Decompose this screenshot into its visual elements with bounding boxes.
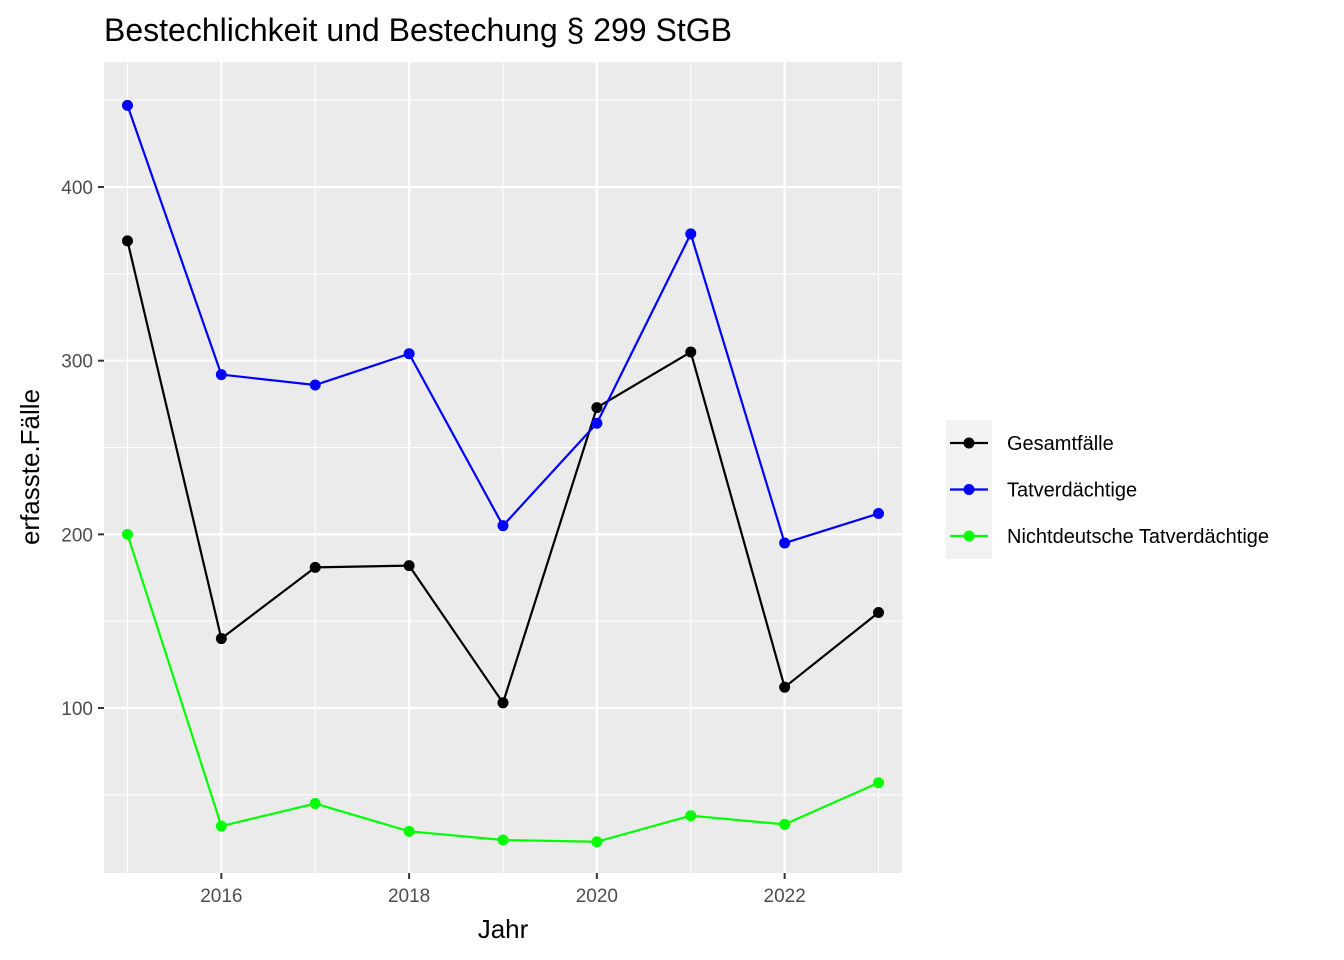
y-axis-title: erfasste.Fälle [15, 389, 45, 545]
x-axis-title: Jahr [478, 914, 529, 944]
data-point [685, 228, 697, 240]
x-tick-label: 2020 [576, 886, 618, 907]
legend-label: Tatverdächtige [1007, 480, 1137, 502]
data-point [403, 825, 415, 837]
data-point [309, 561, 321, 573]
y-tick-label: 300 [61, 352, 93, 373]
data-point [215, 820, 227, 832]
data-point [873, 607, 885, 619]
legend-key-point [963, 484, 975, 495]
data-point [497, 697, 509, 709]
data-point [497, 520, 509, 532]
data-point [121, 528, 133, 540]
y-tick-label: 200 [61, 525, 93, 546]
data-point [873, 777, 885, 789]
series-3 [121, 528, 885, 848]
data-point [779, 537, 791, 549]
legend: Gesamtfälle Tatverdächtige Nichtdeutsche T… [946, 420, 1269, 559]
series-layer [121, 99, 885, 848]
y-axis-ticks: 100 200 300 400 [61, 178, 104, 720]
y-tick-label: 400 [61, 178, 93, 199]
data-point [873, 508, 885, 520]
x-tick-label: 2018 [388, 886, 430, 907]
data-point [685, 346, 697, 358]
series-2 [121, 99, 885, 549]
data-point [591, 402, 603, 414]
data-point [497, 834, 509, 846]
grid-minor [104, 62, 902, 873]
data-point [215, 633, 227, 645]
y-tick-label: 100 [61, 699, 93, 720]
data-point [121, 235, 133, 247]
data-point [591, 836, 603, 848]
data-point [779, 681, 791, 693]
data-point [779, 818, 791, 830]
series-1 [121, 235, 885, 709]
data-point [403, 348, 415, 360]
legend-key-point [963, 437, 975, 449]
data-point [403, 560, 415, 572]
data-point [121, 99, 133, 111]
legend-label: Nichtdeutsche Tatverdächtige [1007, 526, 1269, 548]
chart-title: Bestechlichkeit und Bestechung § 299 StG… [104, 12, 732, 48]
data-point [685, 810, 697, 822]
x-tick-label: 2022 [764, 886, 806, 907]
data-point [215, 369, 227, 381]
legend-label: Gesamtfälle [1007, 433, 1114, 455]
x-axis-ticks: 2016 2018 2020 2022 [200, 873, 806, 907]
data-point [591, 417, 603, 429]
data-point [309, 379, 321, 391]
data-point [309, 798, 321, 810]
x-tick-label: 2016 [200, 886, 242, 907]
legend-key-point [963, 530, 975, 542]
